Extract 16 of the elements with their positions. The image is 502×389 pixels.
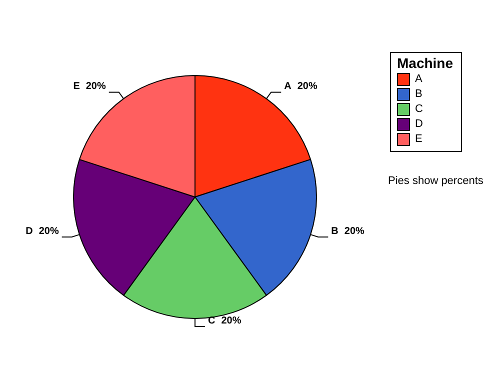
slice-label: A [284,80,292,92]
slice-label: B [331,226,338,237]
data-label: 20% [86,80,106,92]
legend-label: C [415,102,423,117]
legend-label: B [415,87,422,102]
legend-label: D [415,117,423,132]
data-label: 20% [297,80,318,92]
data-label: 20% [221,315,242,326]
legend-label: E [415,132,422,147]
data-label: 20% [344,226,365,237]
slice-label: E [73,80,80,92]
slice-label: D [26,226,33,237]
data-label: 20% [38,226,59,237]
legend-label: A [415,72,422,87]
text: Pies show percents [388,175,484,187]
legend-title: Machine [397,55,454,72]
